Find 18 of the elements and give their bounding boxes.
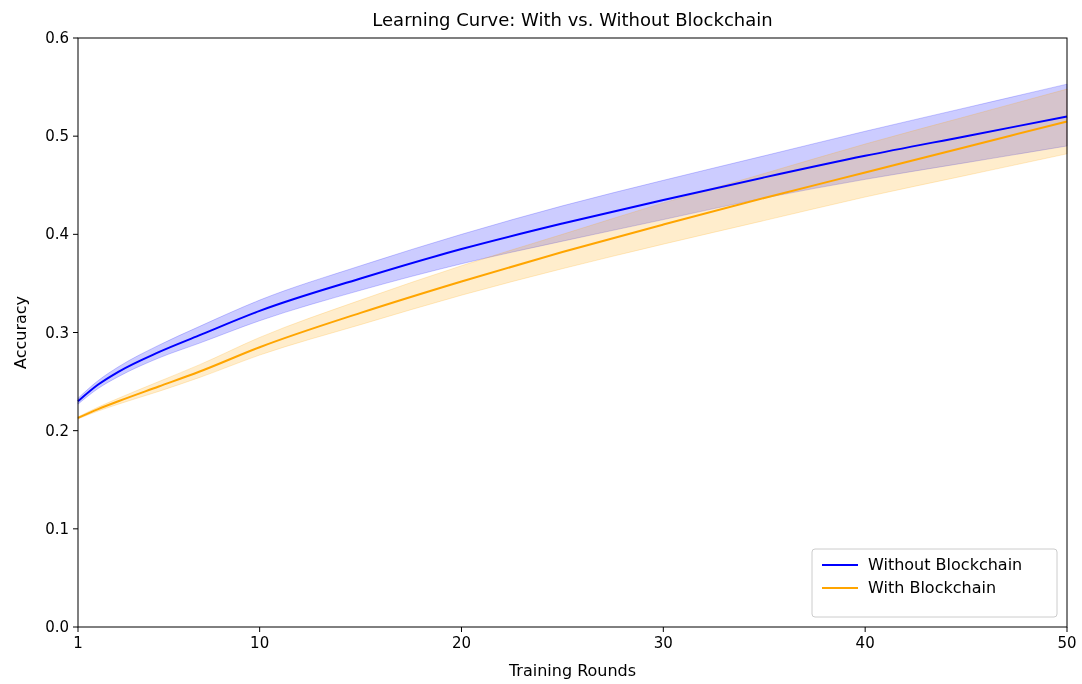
y-tick-label: 0.2 xyxy=(45,421,69,440)
x-tick-label: 50 xyxy=(1057,634,1077,652)
y-tick-label: 0.1 xyxy=(45,519,69,538)
legend-label: With Blockchain xyxy=(868,578,997,597)
y-tick-label: 0.6 xyxy=(45,29,69,47)
chart-title: Learning Curve: With vs. Without Blockchain xyxy=(372,9,773,30)
y-axis-title: Accuracy xyxy=(11,295,30,370)
x-tick-label: 10 xyxy=(250,634,270,652)
x-tick-label: 20 xyxy=(451,634,472,652)
y-tick-label: 0.0 xyxy=(45,618,69,636)
x-tick-label: 30 xyxy=(653,634,673,652)
x-axis-title: Training Rounds xyxy=(507,661,637,680)
legend-label: Without Blockchain xyxy=(868,555,1023,574)
y-tick-label: 0.4 xyxy=(45,225,69,244)
x-tick-label: 40 xyxy=(855,634,875,652)
y-tick-label: 0.5 xyxy=(45,127,69,146)
y-tick-label: 0.3 xyxy=(45,323,69,342)
x-tick-label: 1 xyxy=(73,634,83,652)
